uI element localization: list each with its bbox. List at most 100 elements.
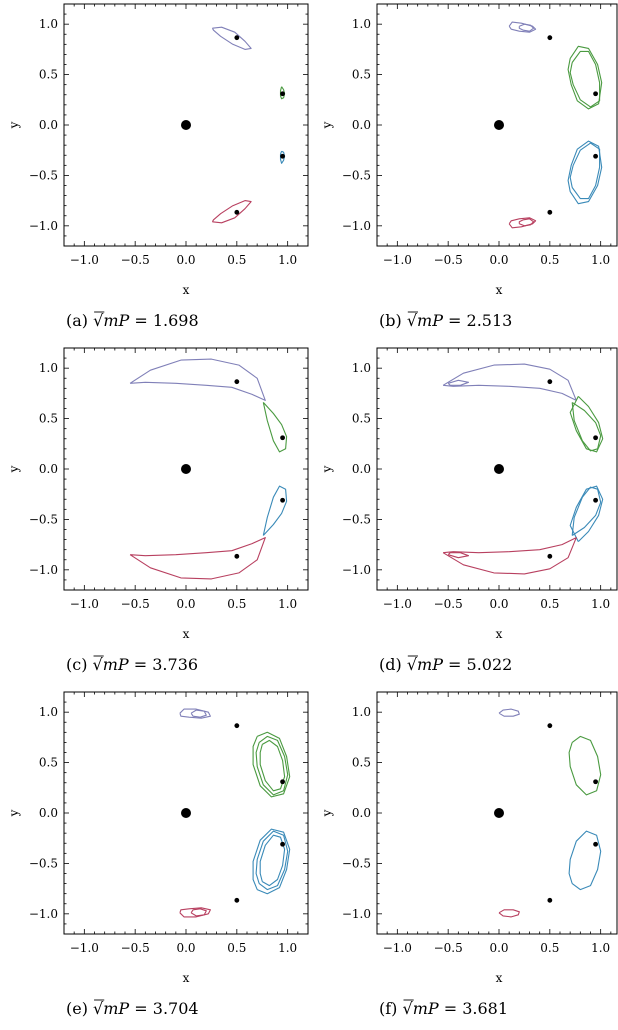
y-tick-label: −0.5 [29, 168, 58, 182]
orbit-line [179, 708, 211, 719]
panel-caption: (d) √mP = 5.022 [379, 655, 512, 674]
orbit-line [259, 739, 286, 792]
caption-expression-p: P [117, 655, 129, 674]
y-tick-label: 0.5 [39, 68, 58, 82]
y-tick-label: −0.5 [29, 856, 58, 870]
panel-c: −1.0 −0.5 0.0 0.5 1.0 1.0 0.5 0.0 −0.5 −1.0 x y (c) … [7, 347, 309, 674]
body-top-right-point [593, 779, 598, 785]
orbit-line [252, 828, 291, 895]
y-tick-label: 0.5 [39, 412, 58, 426]
x-tick-label: −0.5 [434, 941, 463, 955]
y-tick-label: 0.0 [39, 806, 58, 820]
body-top-left-point [234, 379, 240, 385]
x-axis-label: x [183, 283, 190, 297]
x-tick-label: −0.5 [434, 597, 463, 611]
orbit-line [569, 396, 604, 453]
panel-d: −1.0 −0.5 0.0 0.5 1.0 1.0 0.5 0.0 −0.5 −1.0 x y (d) … [320, 347, 618, 674]
orbit-line [508, 21, 537, 33]
y-tick-label: −1.0 [342, 563, 371, 577]
caption-tag: (c) [66, 655, 93, 674]
x-tick-label: 1.0 [591, 253, 610, 267]
x-tick-label: 1.0 [278, 941, 297, 955]
caption-value: = 3.704 [129, 999, 198, 1018]
y-tick-label: −0.5 [342, 168, 371, 182]
body-top-right-point [280, 91, 285, 97]
x-tick-label: 0.5 [227, 941, 246, 955]
body-top-right-point [593, 91, 598, 97]
sqrt-sign: √ [407, 311, 418, 330]
caption-tag: (a) [66, 311, 93, 330]
y-tick-label: 1.0 [39, 361, 58, 375]
central-body-point [494, 120, 504, 130]
body-top-right-point [593, 435, 598, 441]
x-axis-label: x [496, 627, 503, 641]
orbit-line [567, 45, 603, 110]
body-top-right-point [280, 435, 285, 441]
caption-expression-p: P [431, 311, 443, 330]
y-tick-label: −0.5 [342, 856, 371, 870]
orbit-line [279, 86, 286, 100]
caption-expression-p: P [431, 655, 443, 674]
x-tick-label: 0.0 [176, 941, 195, 955]
panel-e: −1.0 −0.5 0.0 0.5 1.0 1.0 0.5 0.0 −0.5 −1.0 x y (e) … [7, 691, 309, 1018]
x-tick-label: −0.5 [121, 253, 150, 267]
orbit-line [508, 217, 537, 229]
x-tick-label: −0.5 [121, 597, 150, 611]
x-tick-label: 0.5 [540, 941, 559, 955]
x-tick-label: 1.0 [278, 253, 297, 267]
orbit-line [211, 200, 252, 224]
y-tick-label: 0.5 [352, 68, 371, 82]
body-top-left-point [547, 379, 553, 385]
caption-expression: m [413, 999, 428, 1018]
body-top-left-point [234, 723, 240, 729]
orbit-line [255, 830, 289, 891]
y-tick-label: 0.0 [352, 806, 371, 820]
orbit-line [129, 358, 266, 401]
caption-expression: m [103, 311, 118, 330]
body-bottom-right-point [593, 153, 598, 159]
y-tick-label: 1.0 [352, 361, 371, 375]
orbit-line [447, 552, 470, 559]
y-tick-label: −0.5 [29, 512, 58, 526]
orbit-line [569, 50, 601, 108]
x-tick-label: 0.0 [489, 597, 508, 611]
panel-a: −1.0 −0.5 0.0 0.5 1.0 1.0 0.5 0.0 −0.5 −1.0 x y (a) … [7, 3, 309, 330]
caption-expression-p: P [427, 999, 439, 1018]
x-axis-label: x [496, 971, 503, 985]
orbit-line [259, 834, 286, 887]
orbit-line [255, 735, 289, 796]
y-tick-label: 0.0 [39, 118, 58, 132]
orbit-line [568, 735, 602, 796]
orbit-line [190, 908, 207, 917]
x-tick-label: 0.5 [540, 597, 559, 611]
orbit-line [262, 402, 288, 453]
body-top-left-point [547, 723, 553, 729]
caption-value: = 1.698 [129, 311, 198, 330]
caption-expression: m [417, 311, 432, 330]
y-tick-label: −1.0 [342, 907, 371, 921]
x-tick-label: −1.0 [70, 253, 99, 267]
y-axis-label: y [320, 121, 334, 129]
body-top-right-point [280, 779, 285, 785]
caption-expression: m [417, 655, 432, 674]
y-tick-label: 1.0 [39, 705, 58, 719]
x-axis-label: x [183, 971, 190, 985]
y-tick-label: 1.0 [352, 17, 371, 31]
sqrt-sign: √ [93, 999, 104, 1018]
orbit-line [447, 379, 470, 386]
x-tick-label: 0.5 [540, 253, 559, 267]
sqrt-sign: √ [93, 655, 104, 674]
caption-expression-p: P [117, 311, 129, 330]
caption-value: = 2.513 [443, 311, 512, 330]
y-axis-label: y [320, 809, 334, 817]
caption-expression: m [103, 655, 118, 674]
orbit-line [262, 485, 288, 536]
body-bottom-right-point [593, 497, 598, 503]
caption-expression: m [103, 999, 118, 1018]
body-top-left-point [234, 35, 240, 41]
panel-caption: (b) √mP = 2.513 [379, 311, 512, 330]
x-tick-label: 1.0 [591, 941, 610, 955]
y-tick-label: −1.0 [29, 563, 58, 577]
orbit-line [252, 731, 291, 798]
